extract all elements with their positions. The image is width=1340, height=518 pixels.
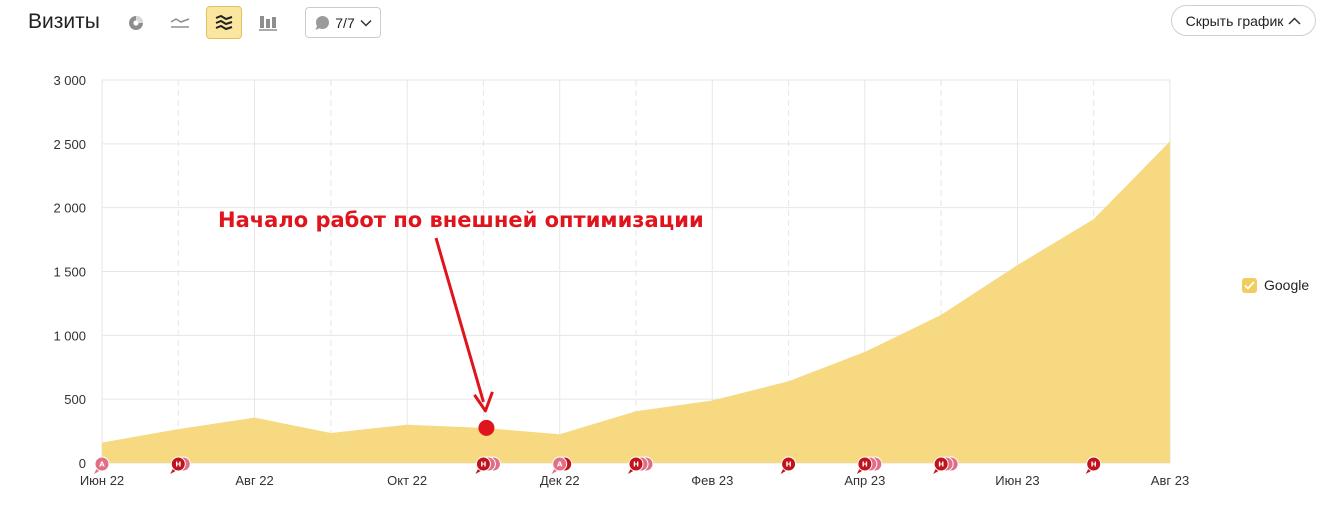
chevron-down-icon <box>360 19 372 27</box>
note-marker: Н <box>628 456 654 474</box>
legend-label: Google <box>1264 277 1310 293</box>
pie-chart-button[interactable] <box>118 6 154 39</box>
notes-counter: 7/7 <box>335 14 355 31</box>
x-tick-label: Апр 23 <box>844 473 885 488</box>
note-letter: Н <box>480 461 486 469</box>
y-tick-label: 1 000 <box>53 328 86 343</box>
note-marker: Н <box>475 456 501 474</box>
note-circle <box>628 456 644 472</box>
note-marker: Н <box>170 456 191 474</box>
note-circle <box>170 456 186 472</box>
note-circle <box>1086 456 1102 472</box>
note-marker: А <box>551 456 573 474</box>
annotation-dot <box>478 419 495 436</box>
note-marker: Н <box>1085 456 1102 474</box>
stacked-bar-icon <box>259 15 277 31</box>
note-letter: Н <box>938 461 944 469</box>
note-letter: Н <box>862 461 868 469</box>
note-marker: Н <box>933 456 959 474</box>
x-tick-label: Авг 22 <box>235 473 273 488</box>
chevron-up-icon <box>1288 16 1301 25</box>
note-letter: Н <box>175 461 181 469</box>
speech-bubble-icon <box>315 15 330 30</box>
line-chart-button[interactable] <box>162 6 198 39</box>
note-letter: А <box>99 461 105 469</box>
stacked-bar-button[interactable] <box>250 6 286 39</box>
annotation-arrow-line <box>434 237 485 403</box>
stacked-area-button[interactable] <box>206 6 242 39</box>
note-letter: Н <box>633 461 639 469</box>
annotation-text: Начало работ по внешней оптимизации <box>218 208 704 232</box>
note-circle <box>933 456 949 472</box>
stacked-area-icon <box>215 14 233 30</box>
note-circle <box>552 456 568 472</box>
note-circle <box>94 456 110 472</box>
legend-checkbox[interactable] <box>1242 277 1257 293</box>
page-title: Визиты <box>28 10 100 33</box>
area-series-google <box>102 141 1170 463</box>
notes-filter-button[interactable]: 7/7 <box>305 7 381 38</box>
hide-chart-label: Скрыть график <box>1185 12 1284 29</box>
note-letter: А <box>557 461 563 469</box>
pie-chart-icon <box>129 15 143 30</box>
x-tick-label: Фев 23 <box>691 473 733 488</box>
note-circle <box>857 456 873 472</box>
note-letter: Н <box>786 461 792 469</box>
y-tick-label: 2 500 <box>53 137 86 152</box>
y-tick-label: 3 000 <box>53 73 86 88</box>
x-tick-label: Июн 22 <box>80 473 124 488</box>
x-tick-label: Авг 23 <box>1151 473 1189 488</box>
y-tick-label: 2 000 <box>53 201 86 216</box>
y-tick-label: 1 500 <box>53 265 86 280</box>
legend-item-google[interactable]: Google <box>1242 277 1309 293</box>
note-letter: Н <box>1091 461 1097 469</box>
hide-chart-button[interactable]: Скрыть график <box>1171 5 1316 36</box>
y-tick-label: 500 <box>64 392 86 407</box>
y-tick-label: 0 <box>79 456 86 471</box>
note-marker: Н <box>780 456 797 474</box>
note-circle <box>475 456 491 472</box>
x-tick-label: Окт 22 <box>387 473 427 488</box>
x-tick-label: Июн 23 <box>995 473 1039 488</box>
note-circle <box>781 456 797 472</box>
line-chart-icon <box>170 17 190 28</box>
x-tick-label: Дек 22 <box>540 473 580 488</box>
note-marker: Н <box>856 456 883 474</box>
checkmark-icon <box>1244 280 1255 290</box>
annotation-arrow-head <box>473 391 494 413</box>
note-marker: А <box>94 456 110 474</box>
